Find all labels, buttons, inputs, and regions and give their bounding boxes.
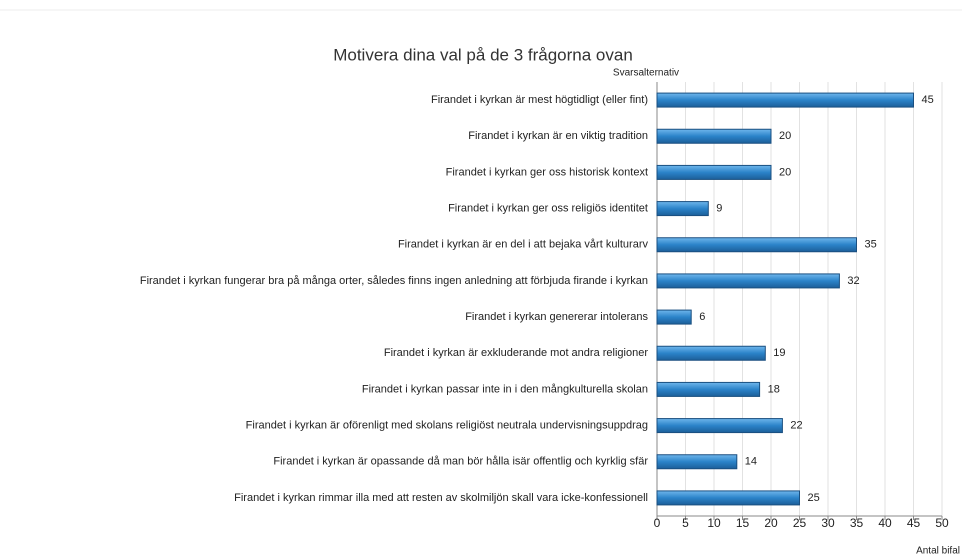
x-tick-label: 20 bbox=[764, 516, 778, 530]
x-tick-label: 30 bbox=[821, 516, 835, 530]
bar bbox=[656, 454, 738, 470]
value-label: 9 bbox=[716, 202, 722, 214]
chart-title: Motivera dina val på de 3 frågorna ovan bbox=[333, 45, 633, 64]
y-tick-label: Firandet i kyrkan är en del i att bejaka… bbox=[398, 239, 649, 251]
value-label: 20 bbox=[779, 130, 791, 142]
value-label: 18 bbox=[768, 383, 780, 395]
value-label: 45 bbox=[922, 94, 934, 106]
bar bbox=[656, 92, 914, 108]
x-tick-label: 50 bbox=[935, 516, 949, 530]
x-axis-label: Antal bifal bbox=[916, 546, 960, 557]
y-tick-label: Firandet i kyrkan passar inte in i den m… bbox=[362, 383, 648, 395]
value-label: 25 bbox=[808, 492, 820, 504]
y-axis-label: Svarsalternativ bbox=[613, 68, 679, 79]
x-tick-label: 45 bbox=[907, 516, 921, 530]
y-tick-label: Firandet i kyrkan rimmar illa med att re… bbox=[234, 492, 648, 504]
bar bbox=[656, 273, 840, 289]
x-tick-label: 10 bbox=[707, 516, 721, 530]
y-tick-label: Firandet i kyrkan fungerar bra på många … bbox=[140, 275, 648, 287]
y-tick-label: Firandet i kyrkan är en viktig tradition bbox=[468, 130, 648, 142]
bar bbox=[656, 381, 761, 397]
x-tick-label: 5 bbox=[682, 516, 689, 530]
x-tick-label: 0 bbox=[654, 516, 661, 530]
bar bbox=[656, 309, 692, 325]
value-label: 6 bbox=[699, 311, 705, 323]
bar bbox=[656, 490, 800, 506]
value-label: 19 bbox=[773, 347, 785, 359]
y-tick-label: Firandet i kyrkan är opassande då man bö… bbox=[273, 456, 648, 468]
bar bbox=[656, 201, 709, 217]
value-label: 32 bbox=[847, 275, 859, 287]
value-label: 14 bbox=[745, 456, 757, 468]
y-tick-label: Firandet i kyrkan är mest högtidligt (el… bbox=[431, 94, 648, 106]
y-tick-label: Firandet i kyrkan är oförenligt med skol… bbox=[246, 419, 648, 431]
y-tick-label: Firandet i kyrkan är exkluderande mot an… bbox=[384, 347, 648, 359]
x-tick-label: 40 bbox=[878, 516, 892, 530]
value-label: 35 bbox=[865, 239, 877, 251]
x-tick-label: 35 bbox=[850, 516, 864, 530]
bar bbox=[656, 418, 783, 434]
y-tick-label: Firandet i kyrkan genererar intolerans bbox=[465, 311, 648, 323]
x-tick-label: 15 bbox=[736, 516, 750, 530]
value-label: 22 bbox=[790, 419, 802, 431]
bar bbox=[656, 128, 772, 144]
bar bbox=[656, 237, 857, 253]
y-tick-label: Firandet i kyrkan ger oss historisk kont… bbox=[446, 166, 648, 178]
value-label: 20 bbox=[779, 166, 791, 178]
bar bbox=[656, 345, 766, 361]
bar bbox=[656, 164, 772, 180]
y-tick-label: Firandet i kyrkan ger oss religiös ident… bbox=[448, 202, 648, 214]
x-tick-label: 25 bbox=[793, 516, 807, 530]
